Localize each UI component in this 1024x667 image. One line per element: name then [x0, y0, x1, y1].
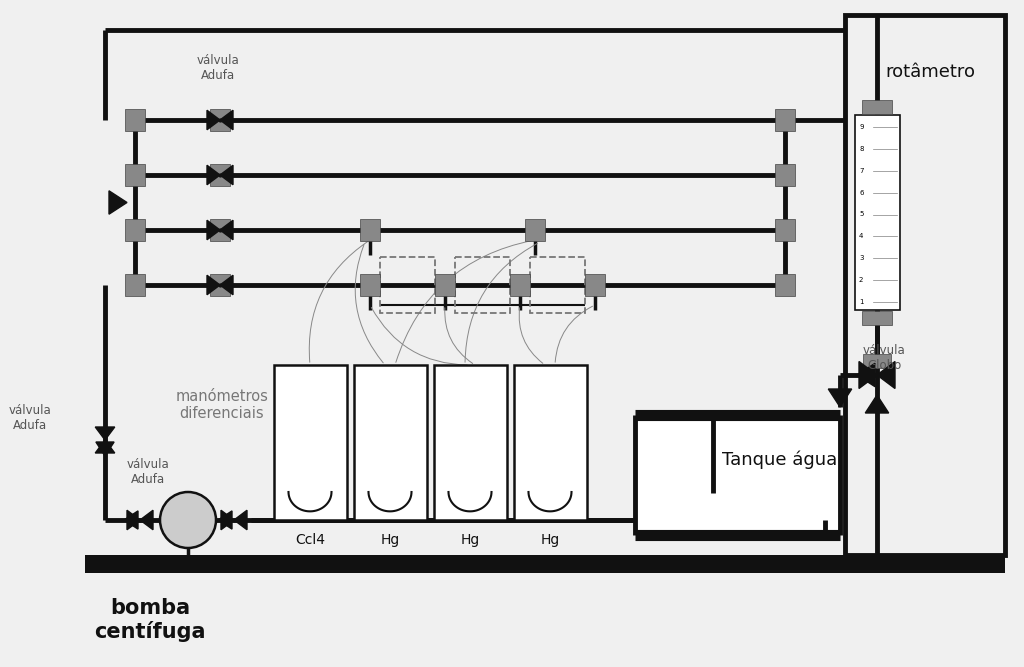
Text: válvula
Adufa: válvula Adufa — [197, 54, 240, 82]
Text: Hg: Hg — [461, 533, 479, 547]
Polygon shape — [140, 510, 153, 530]
Bar — [433, 365, 507, 520]
Bar — [855, 115, 900, 310]
Polygon shape — [218, 511, 232, 529]
Polygon shape — [865, 395, 889, 413]
Polygon shape — [877, 362, 895, 388]
Bar — [775, 164, 795, 186]
Text: Hg: Hg — [541, 533, 560, 547]
Bar — [210, 274, 230, 296]
Polygon shape — [127, 510, 140, 530]
Text: válvula
Adufa: válvula Adufa — [8, 404, 51, 432]
Text: 1: 1 — [859, 299, 863, 305]
Bar — [510, 274, 530, 296]
Polygon shape — [220, 165, 233, 185]
Bar — [353, 365, 427, 520]
Bar — [125, 219, 145, 241]
Text: 4: 4 — [859, 233, 863, 239]
Polygon shape — [95, 440, 115, 453]
Bar — [775, 109, 795, 131]
Bar — [862, 311, 892, 325]
Bar — [775, 219, 795, 241]
Bar — [360, 274, 380, 296]
Polygon shape — [221, 510, 234, 530]
Bar — [125, 109, 145, 131]
Bar — [435, 274, 455, 296]
Text: 3: 3 — [859, 255, 863, 261]
Bar — [360, 219, 380, 241]
Bar — [637, 419, 838, 531]
Polygon shape — [220, 275, 233, 295]
Bar — [210, 109, 230, 131]
Bar — [513, 365, 587, 520]
Text: válvula
Globo: válvula Globo — [862, 344, 905, 372]
Polygon shape — [207, 220, 220, 239]
Text: 2: 2 — [859, 277, 863, 283]
Bar — [862, 100, 892, 114]
Bar — [863, 354, 891, 368]
Text: Tanque água: Tanque água — [722, 451, 838, 470]
Bar — [210, 219, 230, 241]
Polygon shape — [207, 165, 220, 185]
Polygon shape — [109, 191, 127, 214]
Polygon shape — [234, 510, 247, 530]
Bar — [125, 164, 145, 186]
Text: 8: 8 — [859, 146, 863, 152]
Text: válvula
Adufa: válvula Adufa — [127, 458, 169, 486]
Bar — [273, 365, 346, 520]
Bar — [525, 219, 545, 241]
Polygon shape — [857, 364, 874, 387]
Bar — [530, 257, 585, 313]
Polygon shape — [207, 110, 220, 130]
Bar — [210, 164, 230, 186]
Bar — [85, 555, 1005, 573]
Text: manómetros
diferenciais: manómetros diferenciais — [175, 389, 268, 421]
Text: Ccl4: Ccl4 — [295, 533, 325, 547]
Text: 6: 6 — [859, 189, 863, 195]
Circle shape — [160, 492, 216, 548]
Polygon shape — [207, 275, 220, 295]
Bar — [455, 257, 510, 313]
Text: Hg: Hg — [380, 533, 399, 547]
Bar — [775, 274, 795, 296]
Polygon shape — [124, 511, 138, 529]
Bar — [125, 274, 145, 296]
Bar — [845, 15, 1005, 555]
Polygon shape — [220, 220, 233, 239]
Polygon shape — [859, 362, 877, 388]
Polygon shape — [96, 442, 114, 456]
Text: 7: 7 — [859, 167, 863, 173]
Bar — [585, 274, 605, 296]
Text: bomba
centífuga: bomba centífuga — [94, 598, 206, 642]
Polygon shape — [828, 389, 852, 407]
Polygon shape — [220, 110, 233, 130]
Polygon shape — [95, 427, 115, 440]
Text: 5: 5 — [859, 211, 863, 217]
Text: rotâmetro: rotâmetro — [885, 63, 975, 81]
Text: 9: 9 — [859, 124, 863, 130]
Bar — [380, 257, 435, 313]
